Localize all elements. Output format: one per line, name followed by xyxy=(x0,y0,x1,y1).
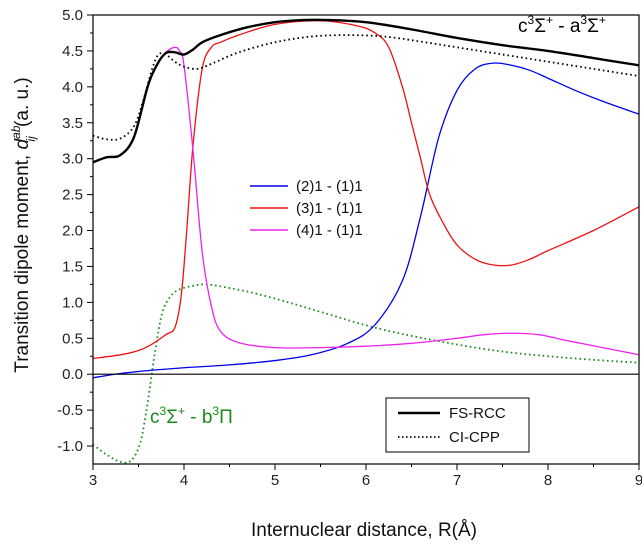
y-tick-label: 1.5 xyxy=(62,258,83,275)
y-tick-label: 0.0 xyxy=(62,366,83,383)
legend-label-series-4: (4)1 - (1)1 xyxy=(296,222,363,239)
y-tick-label: 4.5 xyxy=(62,43,83,60)
legend-outer: FS-RCC CI-CPP xyxy=(385,397,530,453)
series-layer xyxy=(93,18,639,464)
annotation-c-a: c3Σ+ - a3Σ+ xyxy=(518,13,606,37)
x-tick-label: 9 xyxy=(635,472,642,489)
legend-label-series-3: (3)1 - (1)1 xyxy=(296,200,363,217)
series-line-3 xyxy=(93,46,639,356)
y-tick-label: 2.5 xyxy=(62,187,83,204)
y-axis-title: Transition dipole moment, dabij (a. u.) xyxy=(9,77,38,372)
y-axis-unit: (a. u.) xyxy=(12,77,33,132)
x-tick-label: 7 xyxy=(453,472,461,489)
y-tick-label: 2.0 xyxy=(62,223,83,240)
series-line-4 xyxy=(93,18,639,164)
ticks-layer: 3 4 5 6 7 8 9 -1.0 -0.5 0.0 0.5 1.0 1.5 2.0 2.5 3.0 3.5 4… xyxy=(57,7,642,489)
x-tick-label: 3 xyxy=(89,472,97,489)
y-tick-label: 3.5 xyxy=(62,115,83,132)
y-tick-label: 4.0 xyxy=(62,79,83,96)
y-tick-label: 5.0 xyxy=(62,7,83,24)
x-tick-label: 8 xyxy=(544,472,552,489)
y-tick-label: 1.0 xyxy=(62,294,83,311)
series-line-1 xyxy=(93,62,639,379)
y-axis-sup: ab xyxy=(9,125,23,139)
series-line-6 xyxy=(93,283,639,464)
legend-box xyxy=(385,397,530,453)
legend-label-ci-cpp: CI-CPP xyxy=(449,429,500,446)
legend-label-fs-rcc: FS-RCC xyxy=(449,405,506,422)
y-tick-label: -1.0 xyxy=(57,438,83,455)
y-axis-sub: ij xyxy=(24,136,38,142)
legend-label-series-2: (2)1 - (1)1 xyxy=(296,178,363,195)
y-tick-label: 0.5 xyxy=(62,330,83,347)
y-tick-label: 3.0 xyxy=(62,151,83,168)
x-tick-label: 5 xyxy=(271,472,279,489)
series-line-5 xyxy=(93,34,639,141)
annotation-c-b: c3Σ+ - b3Π xyxy=(150,404,233,428)
legend-inner: (2)1 - (1)1 (3)1 - (1)1 (4)1 - (1)1 xyxy=(250,178,363,239)
x-tick-label: 6 xyxy=(362,472,370,489)
y-tick-label: -0.5 xyxy=(57,402,83,419)
y-axis-title-text: Transition dipole moment, xyxy=(12,150,33,373)
x-tick-label: 4 xyxy=(180,472,188,489)
x-axis-title: Internuclear distance, R(Å) xyxy=(251,520,477,541)
y-axis-symbol: d xyxy=(12,138,33,150)
series-line-2 xyxy=(93,20,639,360)
